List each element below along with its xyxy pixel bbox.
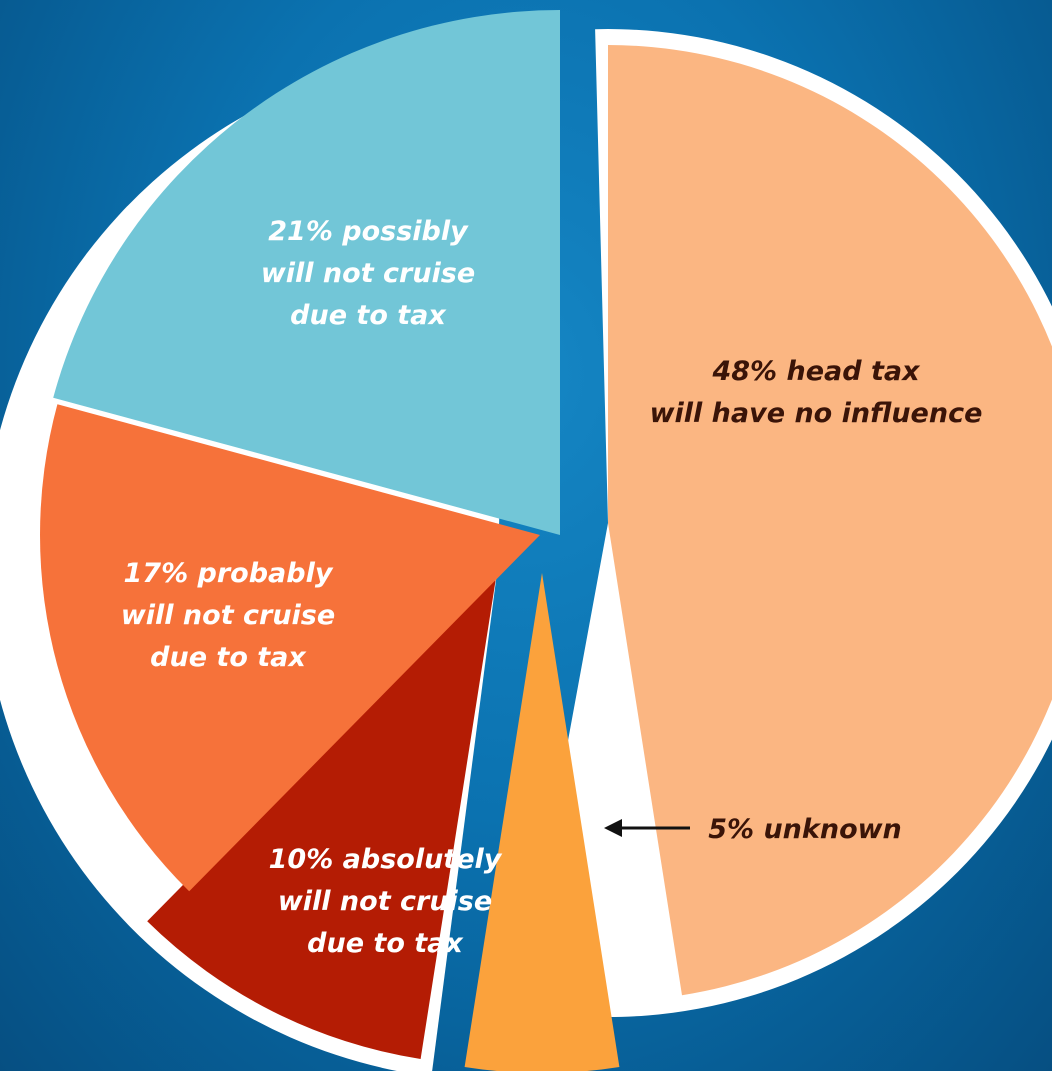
pie-slice-probably-will-not-cruise-due-to-tax — [40, 404, 540, 892]
pie-slice-head-tax-will-have-no-influence — [608, 45, 1052, 996]
slice-label-possibly-will-not-cruise-due-to-tax: 21% possibly will not cruise due to tax — [261, 216, 475, 331]
pie-slice-unknown — [464, 573, 620, 1071]
pie-slice-absolutely-will-not-cruise-due-to-tax — [147, 565, 498, 1059]
slice-label-absolutely-will-not-cruise-due-to-tax: 10% absolutely will not cruise due to tax — [269, 844, 503, 959]
slice-label-unknown: 5% unknown — [708, 814, 902, 845]
unknown-arrow-head — [604, 819, 622, 837]
pie-slice-possibly-will-not-cruise-due-to-tax — [53, 10, 560, 535]
annotations — [604, 819, 690, 837]
slice-label-probably-will-not-cruise-due-to-tax: 17% probably will not cruise due to tax — [121, 558, 335, 673]
slice-labels: 48% head tax will have no influence 5% unk… — [121, 216, 983, 959]
slice-label-head-tax-will-have-no-influence: 48% head tax will have no influence — [650, 356, 983, 429]
slices — [40, 10, 1052, 1071]
